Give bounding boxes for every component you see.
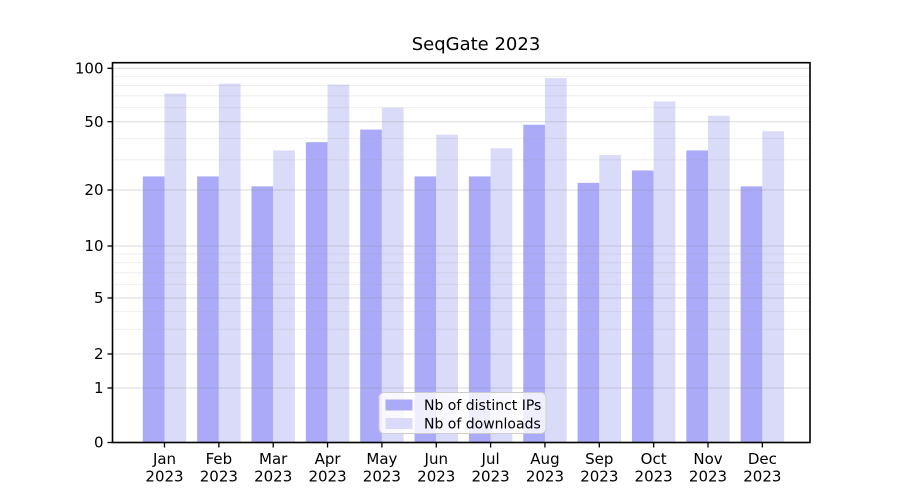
x-tick-label-feb: Feb 2023 — [200, 450, 238, 486]
legend-swatch-distinct-ips — [385, 399, 413, 411]
bar-distinct-ips-sep — [577, 182, 600, 443]
x-tick-label-jun: Jun 2023 — [417, 450, 455, 486]
x-tick-label-sep: Sep 2023 — [580, 450, 618, 486]
bar-distinct-ips-feb — [197, 176, 219, 443]
legend-label-downloads: Nb of downloads — [424, 417, 541, 433]
x-tick-label-dec: Dec 2023 — [743, 450, 781, 486]
bar-distinct-ips-jun — [414, 176, 437, 443]
bar-distinct-ips-dec — [740, 186, 763, 443]
x-tick-label-oct: Oct 2023 — [635, 450, 673, 486]
bar-downloads-dec — [762, 131, 785, 443]
bar-distinct-ips-jan — [142, 176, 165, 443]
bar-distinct-ips-aug — [523, 124, 545, 443]
y-tick-label-1: 1 — [94, 379, 104, 397]
bar-distinct-ips-may — [360, 129, 382, 443]
plot-border — [111, 61, 811, 444]
legend-label-distinct-ips: Nb of distinct IPs — [424, 398, 541, 414]
bar-distinct-ips-mar — [251, 186, 274, 443]
bar-downloads-jan — [164, 93, 187, 443]
bar-downloads-mar — [273, 150, 295, 443]
bar-downloads-nov — [708, 115, 730, 443]
bar-distinct-ips-apr — [305, 142, 328, 443]
y-tick-label-2: 2 — [94, 345, 104, 363]
x-tick-label-jan: Jan 2023 — [145, 450, 183, 486]
x-tick-label-aug: Aug 2023 — [526, 450, 564, 486]
x-tick-label-may: May 2023 — [363, 450, 401, 486]
bars-group — [142, 78, 785, 443]
bar-downloads-jun — [436, 134, 458, 443]
y-tick-label-0: 0 — [94, 434, 104, 452]
bar-downloads-feb — [218, 83, 241, 443]
bar-distinct-ips-nov — [686, 150, 708, 443]
y-tick-label-5: 5 — [94, 289, 104, 307]
bar-distinct-ips-oct — [631, 170, 654, 443]
x-tick-label-nov: Nov 2023 — [689, 450, 727, 486]
y-tick-label-100: 100 — [75, 60, 104, 78]
bar-downloads-may — [381, 107, 404, 443]
bar-downloads-apr — [327, 84, 350, 443]
bar-downloads-jul — [490, 148, 513, 443]
gridlines — [112, 67, 810, 389]
bar-downloads-oct — [653, 101, 676, 443]
x-tick-label-apr: Apr 2023 — [308, 450, 346, 486]
legend-box — [378, 392, 547, 434]
x-tick-label-jul: Jul 2023 — [472, 450, 510, 486]
bar-distinct-ips-jul — [468, 176, 491, 443]
bar-downloads-aug — [544, 78, 567, 443]
y-axis: 0 1 2 5 10 20 50 100 — [75, 60, 113, 452]
legend: Nb of distinct IPs Nb of downloads — [378, 392, 547, 434]
legend-swatch-downloads — [385, 418, 413, 429]
y-tick-label-50: 50 — [84, 113, 103, 131]
chart-title: SeqGate 2023 — [412, 34, 541, 55]
x-tick-label-mar: Mar 2023 — [254, 450, 292, 486]
y-tick-label-10: 10 — [84, 237, 103, 255]
y-tick-label-20: 20 — [84, 181, 103, 199]
bar-downloads-sep — [599, 154, 621, 443]
x-axis: Jan 2023 Feb 2023 Mar 2023 Apr 2023 May 2023 Jun 20… — [145, 442, 781, 486]
